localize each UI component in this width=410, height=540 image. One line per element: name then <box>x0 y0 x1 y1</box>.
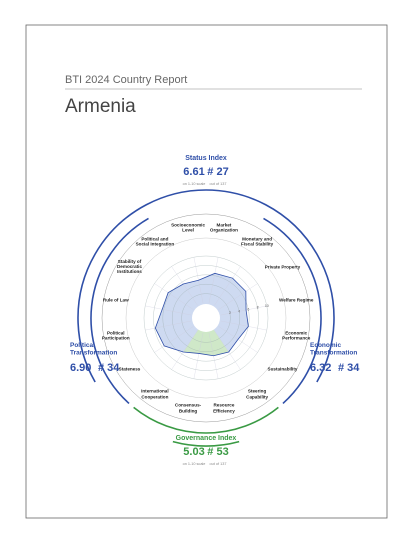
radar-hole <box>192 304 220 332</box>
radar-spoke <box>220 305 267 316</box>
radar-spoke <box>214 330 241 370</box>
criterion-label: Political and Social Integration <box>135 236 175 247</box>
radar-governance-area <box>183 318 229 356</box>
radar-ring <box>162 274 250 362</box>
radar-spoke <box>171 330 198 370</box>
index-rank: # 34 <box>338 362 360 374</box>
criterion-label: Stability of Democratic Institutions <box>116 258 143 275</box>
radar-spoke <box>218 283 258 310</box>
criterion-label: Sustainability <box>267 366 298 372</box>
radar-ring <box>143 255 269 381</box>
radar-spoke <box>214 266 241 306</box>
radar-spoke <box>193 332 204 379</box>
radar-ring <box>172 284 240 352</box>
criterion-label: Economic Performance <box>282 330 311 341</box>
index-score: 6.61 <box>183 166 204 178</box>
radar-ring <box>181 293 231 343</box>
country-name: Armenia <box>65 96 136 117</box>
radar-spoke <box>171 266 198 306</box>
scale-note: on 1-10 scale <box>183 182 206 186</box>
criterion-label: Stateness <box>118 366 141 372</box>
criterion-label: Socioeconomic Level <box>171 222 206 233</box>
index-title: Political Transformation <box>70 342 117 357</box>
criterion-label: International Cooperation <box>141 389 169 400</box>
index-title: Governance Index <box>176 435 237 442</box>
rank-note: out of 137 <box>210 182 227 186</box>
criterion-label: Market Organization <box>209 222 238 233</box>
criterion-label: Steering Capability <box>246 389 269 400</box>
series-title: BTI 2024 Country Report <box>65 74 187 86</box>
scale-note: on 1-10 scale <box>183 462 206 466</box>
criterion-label: Rule of Law <box>102 297 129 303</box>
rank-note: out of 137 <box>210 462 227 466</box>
criterion-label: Monetary and Fiscal Stability <box>241 236 274 247</box>
status-arc <box>77 189 335 383</box>
radar-spoke <box>145 320 192 331</box>
radar-ring-label: 10 <box>265 304 269 308</box>
radar-spoke <box>154 283 194 310</box>
political-arc <box>90 217 149 405</box>
criterion-label: Welfare Regime <box>279 297 314 303</box>
governance-arc-outer <box>172 440 240 447</box>
radar-line <box>154 272 249 357</box>
radar-ring <box>153 265 259 371</box>
criterion-label: Political Participation <box>101 330 130 341</box>
index-score: 6.90 <box>70 362 91 374</box>
criterion-label: Private Property <box>264 264 301 270</box>
radar-spoke <box>154 326 194 353</box>
radar-inner-frame <box>125 237 287 399</box>
radar-spoke <box>208 257 219 304</box>
index-rank: # 53 <box>207 446 228 458</box>
governance-arc <box>133 406 279 434</box>
index-title: Status Index <box>185 155 227 162</box>
criterion-label: Resource Efficiency <box>213 402 235 414</box>
index-title: Economic Transformation <box>310 342 357 357</box>
index-score: 5.03 <box>183 446 204 458</box>
index-score: 6.32 <box>310 362 331 374</box>
radar-spoke <box>145 305 192 316</box>
radar-frame <box>101 213 311 423</box>
index-rank: # 27 <box>207 166 228 178</box>
radar-spoke <box>220 320 267 331</box>
criterion-label: Consensus-Building <box>174 402 202 414</box>
index-rank: # 34 <box>98 362 120 374</box>
economic-arc <box>263 217 322 405</box>
